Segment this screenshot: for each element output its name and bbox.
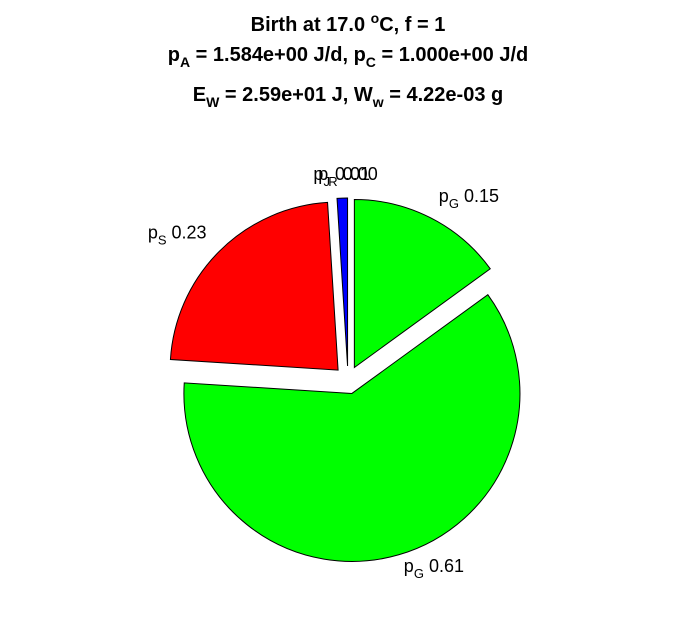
pie-slice-3 xyxy=(353,199,491,369)
pie-slice-2 xyxy=(183,293,521,562)
chart-title-line-3: EW = 2.59e+01 J, Ww = 4.22e-03 g xyxy=(192,84,504,110)
pie-slice-label-4: pR 0.00 xyxy=(318,164,377,189)
pie-slice-1 xyxy=(169,201,339,371)
chart-title-line-1: Birth at 17.0 oC, f = 1 xyxy=(250,10,446,36)
pie-slice-label-1: pS 0.23 xyxy=(148,223,207,248)
pie-slice-label-2: pG 0.61 xyxy=(404,556,464,581)
pie-slice-0 xyxy=(336,197,349,367)
pie-slice-label-3: pG 0.15 xyxy=(439,186,499,211)
chart-title-line-2: pA = 1.584e+00 J/d, pC = 1.000e+00 J/d xyxy=(167,44,529,70)
pie-slice-label-0: pJ 0.01 xyxy=(313,164,370,189)
